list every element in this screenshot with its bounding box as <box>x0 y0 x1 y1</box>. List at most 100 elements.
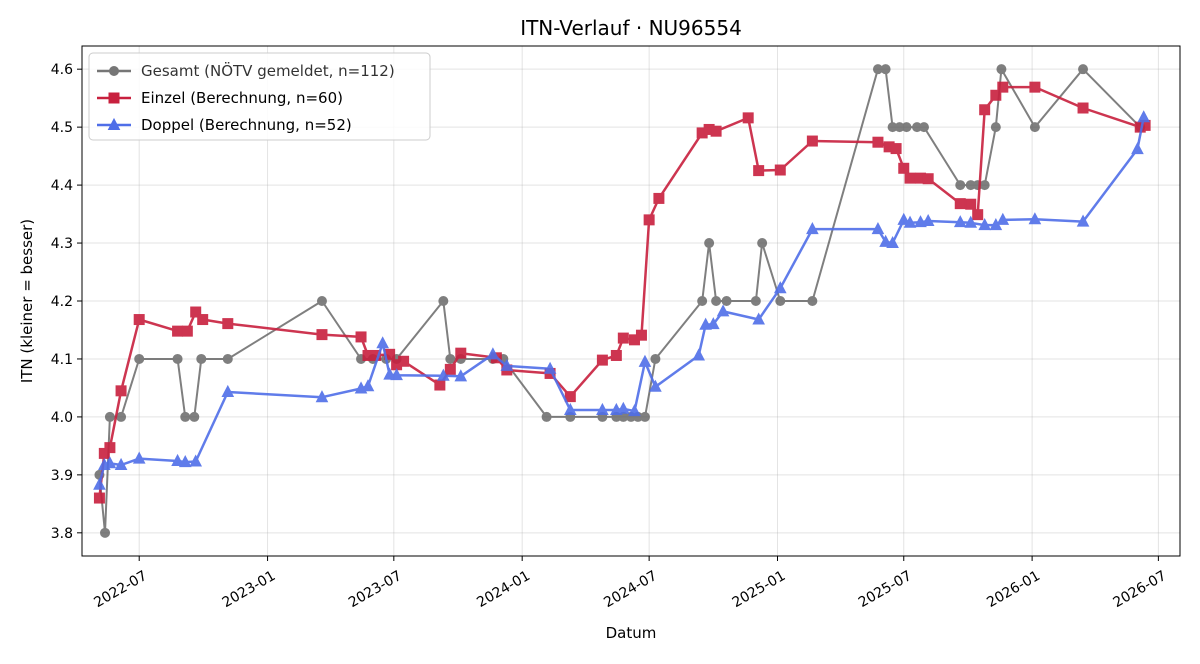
data-point-einzel <box>742 112 754 124</box>
data-point-einzel <box>635 329 647 341</box>
data-point-einzel <box>890 143 902 155</box>
data-point-einzel <box>617 332 629 344</box>
data-point-gesamt <box>222 353 233 364</box>
y-tick-label: 3.8 <box>51 526 73 542</box>
data-point-einzel <box>1029 81 1041 93</box>
data-point-doppel <box>692 348 705 361</box>
data-point-gesamt <box>438 296 449 306</box>
data-point-gesamt <box>196 353 207 364</box>
data-point-doppel <box>114 457 128 471</box>
data-point-gesamt <box>918 122 929 133</box>
x-tick-label: 2025-01 <box>730 568 789 611</box>
data-point-doppel <box>1131 142 1144 155</box>
data-point-doppel <box>773 281 787 294</box>
data-point-doppel <box>543 361 557 374</box>
data-point-einzel <box>774 164 786 176</box>
x-tick-label: 2026-01 <box>984 568 1043 611</box>
legend: Gesamt (NÖTV gemeldet, n=112) Einzel (Ber… <box>88 52 431 141</box>
data-point-gesamt <box>189 411 200 422</box>
data-point-gesamt <box>996 64 1007 75</box>
data-point-doppel <box>361 379 375 392</box>
data-point-doppel <box>903 215 917 228</box>
data-point-gesamt <box>979 180 990 191</box>
x-tick-label: 2022-07 <box>91 568 150 611</box>
data-point-einzel <box>190 306 202 318</box>
data-point-doppel <box>897 212 911 225</box>
data-point-gesamt <box>721 296 732 306</box>
x-tick-label: 2023-01 <box>220 568 279 611</box>
data-point-einzel <box>806 135 818 147</box>
chart-title: ITN-Verlauf · NU96554 <box>520 16 742 40</box>
data-point-doppel <box>178 455 192 468</box>
data-point-gesamt <box>116 411 127 422</box>
data-point-doppel <box>596 402 609 415</box>
data-point-einzel <box>872 136 884 148</box>
data-point-gesamt <box>316 296 327 306</box>
data-point-gesamt <box>880 64 891 75</box>
data-point-doppel <box>964 215 978 228</box>
data-point-doppel <box>953 215 967 228</box>
data-point-gesamt <box>134 353 145 364</box>
data-point-doppel <box>171 453 184 466</box>
data-point-einzel <box>972 209 984 221</box>
data-point-doppel <box>752 312 765 325</box>
data-point-doppel <box>486 347 500 360</box>
data-point-einzel <box>355 331 367 343</box>
legend-label: Einzel (Berechnung, n=60) <box>141 89 343 107</box>
data-point-doppel <box>221 384 235 397</box>
data-point-gesamt <box>955 180 966 191</box>
data-point-doppel <box>103 456 117 469</box>
data-point-einzel <box>434 379 446 391</box>
y-axis-label: ITN (kleiner = besser) <box>18 219 36 383</box>
data-point-einzel <box>596 354 608 366</box>
legend-label: Gesamt (NÖTV gemeldet, n=112) <box>141 61 395 80</box>
data-point-einzel <box>104 442 116 454</box>
series-einzel <box>93 81 1151 504</box>
x-tick-label: 2026-07 <box>1111 568 1170 611</box>
data-point-einzel <box>444 363 456 375</box>
data-point-einzel <box>115 385 127 397</box>
data-point-einzel <box>222 318 234 330</box>
y-tick-label: 4.1 <box>51 352 73 368</box>
data-point-doppel <box>1076 214 1090 227</box>
data-point-einzel <box>753 165 765 177</box>
data-point-gesamt <box>100 527 111 538</box>
data-point-gesamt <box>445 353 456 364</box>
data-point-doppel <box>921 213 935 227</box>
y-tick-label: 4.4 <box>51 178 73 194</box>
data-point-gesamt <box>901 122 912 133</box>
data-point-einzel <box>954 198 966 210</box>
y-tick-label: 4.3 <box>51 236 73 252</box>
data-point-doppel <box>437 368 450 381</box>
legend-box <box>88 52 431 141</box>
y-tick-label: 4.5 <box>51 120 73 136</box>
data-point-gesamt <box>104 411 115 422</box>
data-point-doppel <box>500 358 514 371</box>
data-point-einzel <box>610 349 622 361</box>
data-point-gesamt <box>1078 64 1089 75</box>
data-point-gesamt <box>750 296 761 306</box>
data-point-einzel <box>564 391 576 403</box>
data-point-gesamt <box>807 296 818 306</box>
data-point-einzel <box>643 214 655 226</box>
data-point-einzel <box>990 89 1002 101</box>
data-point-einzel <box>653 192 665 204</box>
data-point-einzel <box>455 347 467 359</box>
data-point-doppel <box>189 454 203 467</box>
data-point-doppel <box>978 218 992 231</box>
data-point-einzel <box>904 172 916 184</box>
data-point-doppel <box>132 451 146 464</box>
data-point-doppel <box>996 212 1010 225</box>
data-point-einzel <box>181 325 193 337</box>
data-point-doppel <box>806 222 819 235</box>
data-point-doppel <box>628 404 641 417</box>
data-point-einzel <box>133 314 145 326</box>
series-layer <box>93 64 1151 538</box>
data-point-doppel <box>454 369 468 382</box>
data-point-einzel <box>997 81 1009 93</box>
data-point-einzel <box>922 173 934 185</box>
data-point-einzel <box>710 125 722 137</box>
data-point-doppel <box>871 222 885 235</box>
data-point-gesamt <box>650 353 661 364</box>
